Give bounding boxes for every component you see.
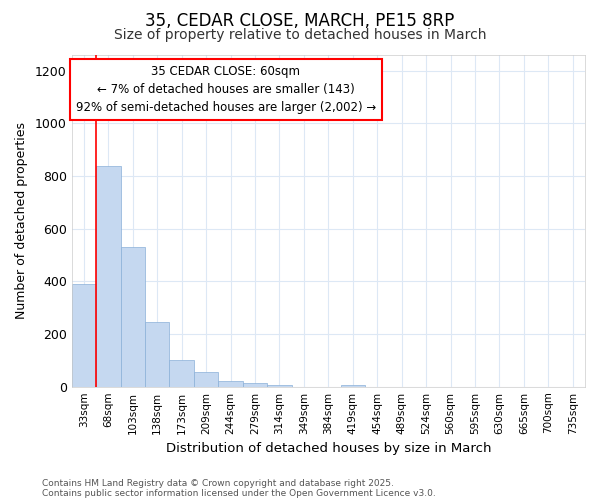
Bar [218,382,243,386]
Bar [243,382,267,386]
Bar [169,360,194,386]
Bar [145,322,169,386]
Bar [96,166,121,386]
X-axis label: Distribution of detached houses by size in March: Distribution of detached houses by size … [166,442,491,455]
Y-axis label: Number of detached properties: Number of detached properties [15,122,28,320]
Bar [71,284,96,386]
Text: 35 CEDAR CLOSE: 60sqm
← 7% of detached houses are smaller (143)
92% of semi-deta: 35 CEDAR CLOSE: 60sqm ← 7% of detached h… [76,65,376,114]
Text: 35, CEDAR CLOSE, MARCH, PE15 8RP: 35, CEDAR CLOSE, MARCH, PE15 8RP [145,12,455,30]
Text: Contains public sector information licensed under the Open Government Licence v3: Contains public sector information licen… [42,488,436,498]
Bar [121,247,145,386]
Text: Size of property relative to detached houses in March: Size of property relative to detached ho… [114,28,486,42]
Bar [194,372,218,386]
Text: Contains HM Land Registry data © Crown copyright and database right 2025.: Contains HM Land Registry data © Crown c… [42,478,394,488]
